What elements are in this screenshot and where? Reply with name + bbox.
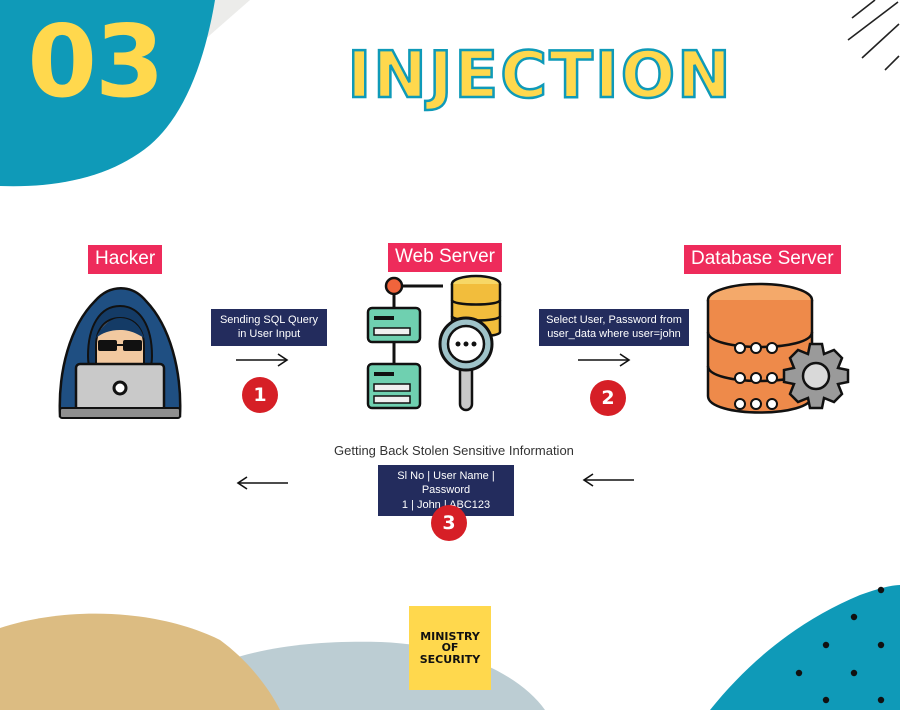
arrow-left-icon [236,476,288,490]
step-3-note-line-1: Sl No | User Name | Password [397,470,495,497]
arrow-right-icon [236,353,289,367]
step-3-badge: 3 [431,505,467,541]
step-2-note-line-2: user_data where user=john [547,328,681,341]
hacker-icon [58,287,182,419]
step-1-note-line-2: in User Input [237,328,301,341]
database-server-label: Database Server [684,245,841,274]
step-2-note: Select User, Password from user_data whe… [539,309,689,346]
logo-line-1: MINISTRY [420,629,480,643]
web-server-icon [366,274,502,412]
step-3-note-line-2: 1 | John | ABC123 [401,498,491,511]
top-right-stripes [847,0,900,71]
database-server-icon [706,282,850,414]
arrow-left-icon [582,473,634,487]
logo-line-2: OF [441,641,459,655]
logo-line-3: SECURITY [419,652,481,666]
step-3-caption: Getting Back Stolen Sensitive Informatio… [334,443,574,458]
step-1-badge: 1 [242,377,278,413]
page-title: INJECTION [346,39,733,113]
ministry-of-security-logo: MINISTRY OF SECURITY [409,606,491,690]
teal-corner-blob [0,0,215,187]
step-2-note-line-1: Select User, Password from [546,314,682,326]
hacker-label: Hacker [88,245,163,274]
section-number: 03 [27,3,164,120]
web-server-label: Web Server [388,243,502,272]
teal-bottom-right-blob [710,585,900,710]
tan-bottom-blob [0,613,280,710]
step-2-badge: 2 [590,380,626,416]
step-1-note-line-1: Sending SQL Query [219,314,319,326]
step-1-note: Sending SQL Query in User Input [211,309,327,346]
arrow-right-icon [578,353,631,367]
dots-pattern [795,586,885,704]
